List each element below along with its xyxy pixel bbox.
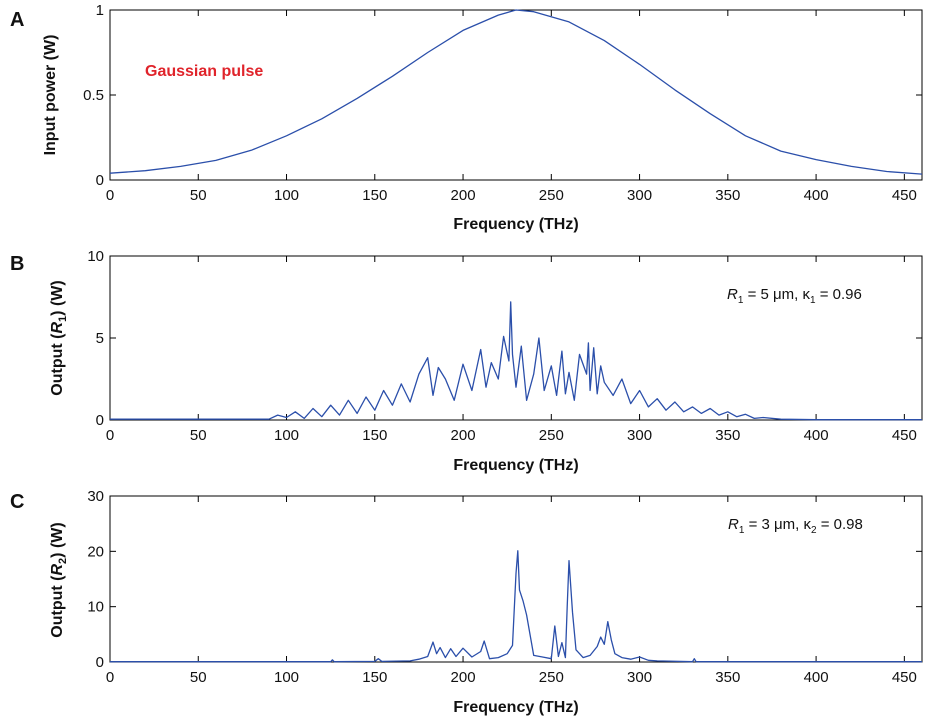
panel-a-plot-frame bbox=[109, 9, 923, 181]
panel-b-x-tick-label: 50 bbox=[190, 427, 207, 444]
panel-b-x-tick-label: 0 bbox=[106, 427, 114, 444]
panel-label-a: A bbox=[10, 9, 24, 31]
panel-c-annotation-kappa-subscript: 2 bbox=[811, 525, 817, 536]
panel-b-x-tick-label: 450 bbox=[892, 427, 917, 444]
panel-c-x-tick-label: 350 bbox=[715, 669, 740, 686]
panel-c-y-tick-label: 0 bbox=[96, 654, 104, 671]
panel-b-y-tick-label: 10 bbox=[87, 248, 104, 265]
panel-c-y-tick-label: 10 bbox=[87, 599, 104, 616]
panel-c-plot-frame bbox=[109, 495, 923, 663]
panel-c-annotation: R1 = 3 μm, κ2 = 0.98 bbox=[728, 516, 863, 536]
panel-a-series-line bbox=[109, 9, 923, 175]
panel-c-x-tick-label: 50 bbox=[190, 669, 207, 686]
panel-a-ticks: 0 50 100 150 200 250 300 350 400 450 0 0.5 1 bbox=[83, 2, 922, 204]
panel-a-annotation: Gaussian pulse bbox=[145, 63, 263, 80]
panel-b-plot-frame bbox=[109, 255, 923, 421]
panel-label-b: B bbox=[10, 253, 24, 275]
panel-c-y-tick-label: 30 bbox=[87, 488, 104, 505]
panel-a-x-tick-label: 200 bbox=[451, 187, 476, 204]
panel-c: C 0 50 100 150 200 250 300 350 400 450 0 10 20 30 R1 … bbox=[10, 488, 923, 716]
panel-a: A 0 50 100 150 200 250 300 350 400 450 0 0.5 1 Gauss… bbox=[10, 2, 923, 233]
panel-b-y-tick-label: 0 bbox=[96, 412, 104, 429]
panel-b-annotation-text: = 5 μm, κ bbox=[743, 286, 810, 303]
panel-b-ticks: 0 50 100 150 200 250 300 350 400 450 0 5 10 bbox=[87, 248, 922, 444]
panel-c-y-tick-label: 20 bbox=[87, 543, 104, 560]
panel-b-y-label-suffix: ) (W) bbox=[49, 280, 66, 316]
panel-a-x-tick-label: 50 bbox=[190, 187, 207, 204]
panel-a-x-tick-label: 300 bbox=[627, 187, 652, 204]
panel-b-series-line bbox=[110, 301, 922, 421]
panel-b-annotation-kappa-subscript: 1 bbox=[810, 295, 816, 306]
panel-a-x-tick-label: 250 bbox=[539, 187, 564, 204]
panel-b-annotation-r: R bbox=[727, 286, 738, 303]
panel-b-x-tick-label: 250 bbox=[539, 427, 564, 444]
panel-a-x-tick-label: 400 bbox=[804, 187, 829, 204]
panel-b-x-tick-label: 400 bbox=[804, 427, 829, 444]
panel-c-x-tick-label: 100 bbox=[274, 669, 299, 686]
panel-c-y-label-subscript: 2 bbox=[57, 558, 69, 564]
panel-b-y-label-subscript: 1 bbox=[57, 316, 69, 322]
panel-c-y-axis-label: Output (R2) (W) bbox=[49, 522, 69, 637]
panel-b-y-axis-label: Output (R1) (W) bbox=[49, 280, 69, 395]
panel-c-x-tick-label: 400 bbox=[804, 669, 829, 686]
panel-b-annotation: R1 = 5 μm, κ1 = 0.96 bbox=[727, 286, 862, 306]
panel-c-x-tick-label: 200 bbox=[451, 669, 476, 686]
panel-c-y-label-r: R bbox=[49, 564, 66, 576]
panel-a-x-tick-label: 150 bbox=[362, 187, 387, 204]
panel-c-annotation-text: = 3 μm, κ bbox=[744, 516, 811, 533]
panel-a-y-axis-label: Input power (W) bbox=[42, 35, 59, 156]
panel-c-x-tick-label: 300 bbox=[627, 669, 652, 686]
panel-b-x-tick-label: 350 bbox=[715, 427, 740, 444]
panel-a-y-tick-label: 1 bbox=[96, 2, 104, 19]
panel-c-x-axis-label: Frequency (THz) bbox=[453, 699, 578, 716]
panel-c-x-tick-label: 250 bbox=[539, 669, 564, 686]
panel-a-x-tick-label: 350 bbox=[715, 187, 740, 204]
panel-label-c: C bbox=[10, 491, 24, 513]
panel-b-annotation-r-subscript: 1 bbox=[738, 295, 744, 306]
panel-b-x-axis-label: Frequency (THz) bbox=[453, 457, 578, 474]
panel-b-y-label-prefix: Output ( bbox=[49, 333, 66, 396]
panel-a-x-tick-label: 100 bbox=[274, 187, 299, 204]
panel-a-y-tick-label: 0 bbox=[96, 172, 104, 189]
panel-b-y-label-r: R bbox=[49, 322, 66, 334]
panel-a-y-tick-label: 0.5 bbox=[83, 87, 104, 104]
panel-b-x-tick-label: 100 bbox=[274, 427, 299, 444]
panel-c-x-tick-label: 150 bbox=[362, 669, 387, 686]
panel-a-x-axis-label: Frequency (THz) bbox=[453, 216, 578, 233]
panel-c-annotation-value: = 0.98 bbox=[817, 516, 863, 533]
panel-c-annotation-r-subscript: 1 bbox=[739, 525, 745, 536]
panel-c-ticks: 0 50 100 150 200 250 300 350 400 450 0 10 20 30 bbox=[87, 488, 922, 686]
panel-c-y-label-prefix: Output ( bbox=[49, 575, 66, 638]
panel-b-x-tick-label: 200 bbox=[451, 427, 476, 444]
panel-c-annotation-r: R bbox=[728, 516, 739, 533]
panel-b-y-tick-label: 5 bbox=[96, 330, 104, 347]
panel-c-y-label-suffix: ) (W) bbox=[49, 522, 66, 558]
panel-c-series-line bbox=[110, 550, 922, 663]
panel-b-x-tick-label: 300 bbox=[627, 427, 652, 444]
panel-a-x-tick-label: 0 bbox=[106, 187, 114, 204]
panel-c-x-tick-label: 450 bbox=[892, 669, 917, 686]
panel-b-x-tick-label: 150 bbox=[362, 427, 387, 444]
panel-c-x-tick-label: 0 bbox=[106, 669, 114, 686]
panel-b-annotation-value: = 0.96 bbox=[816, 286, 862, 303]
panel-a-x-tick-label: 450 bbox=[892, 187, 917, 204]
